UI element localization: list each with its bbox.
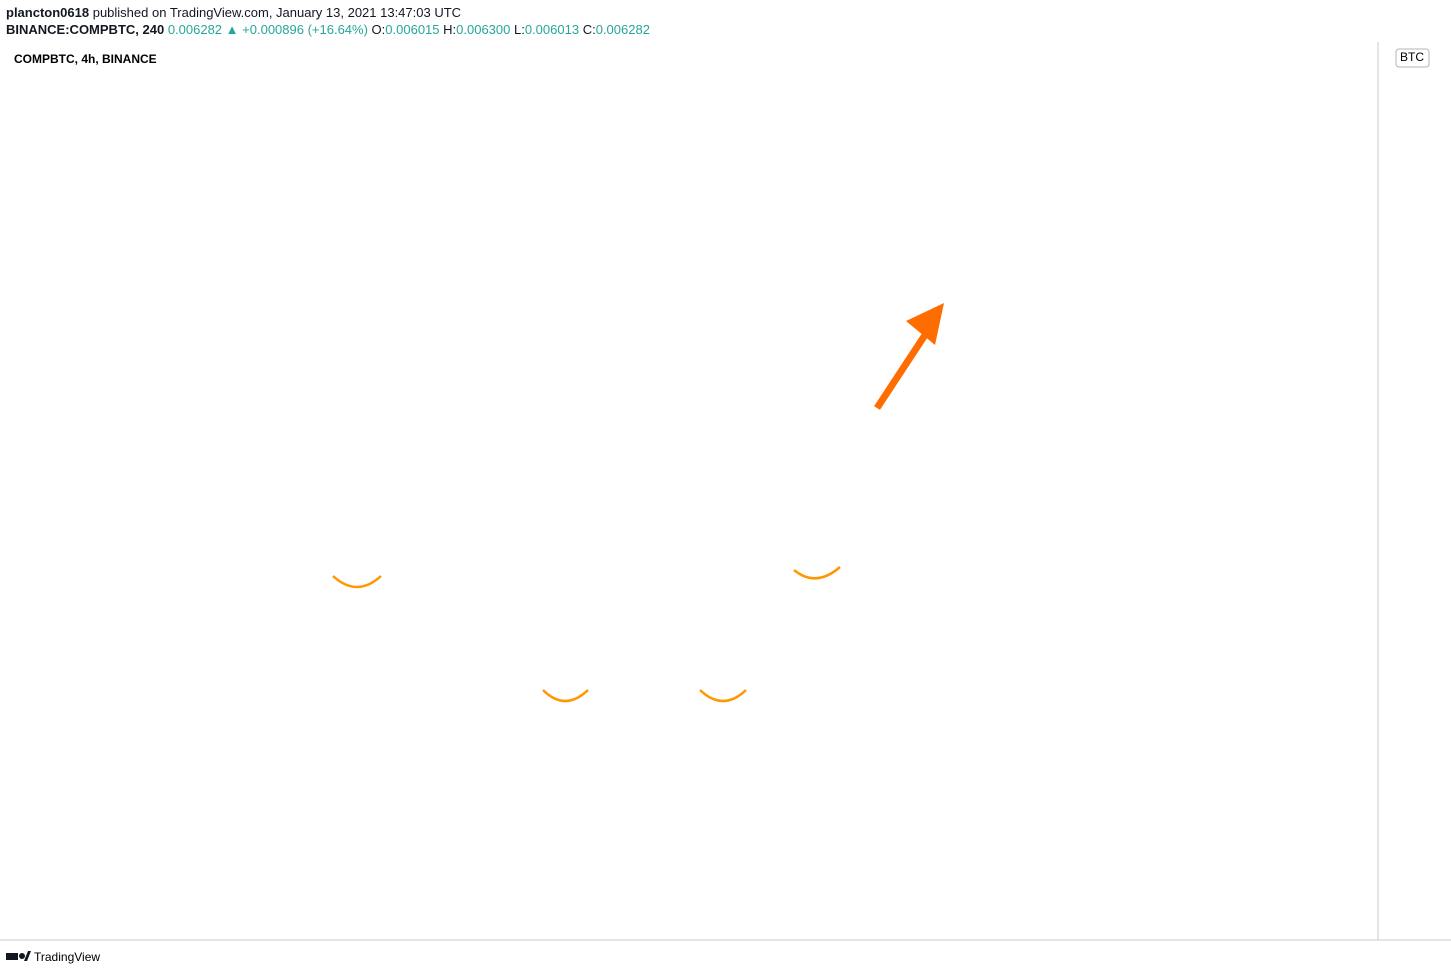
published-info: published on TradingView.com, January 13… (92, 5, 462, 20)
cup-arcs (332, 566, 841, 703)
change: ▲ +0.000896 (+16.64%) (225, 22, 368, 37)
header-line-2: BINANCE:COMPBTC, 240 0.006282 ▲ +0.00089… (6, 21, 650, 38)
ohlc-key: O: (371, 22, 386, 37)
currency: BTC (1400, 50, 1424, 64)
ohlc-key: H: (443, 22, 457, 37)
arrow-shaft (874, 333, 928, 410)
header: plancton0618 published on TradingView.co… (6, 4, 650, 38)
ohlc-key: L: (514, 22, 525, 37)
tv-logo (6, 951, 31, 961)
ohlc-value: 0.006300 (456, 22, 511, 37)
arrow-head (906, 303, 944, 345)
ohlc-value: 0.006282 (595, 22, 650, 37)
footer-brand: TradingView (34, 950, 100, 964)
ohlc-key: C: (582, 22, 596, 37)
ohlc: O:0.006015 H:0.006300 L:0.006013 C:0.006… (372, 22, 650, 37)
currency-box (1395, 48, 1430, 68)
price: 0.006282 (167, 22, 223, 37)
ohlc-value: 0.006013 (524, 22, 580, 37)
publisher: plancton0618 (6, 5, 90, 20)
ohlc-value: 0.006015 (385, 22, 440, 37)
chart-legend: COMPBTC, 4h, BINANCE (14, 52, 157, 66)
symbol: BINANCE:COMPBTC, 240 (6, 22, 165, 37)
header-line-1: plancton0618 published on TradingView.co… (6, 4, 650, 21)
